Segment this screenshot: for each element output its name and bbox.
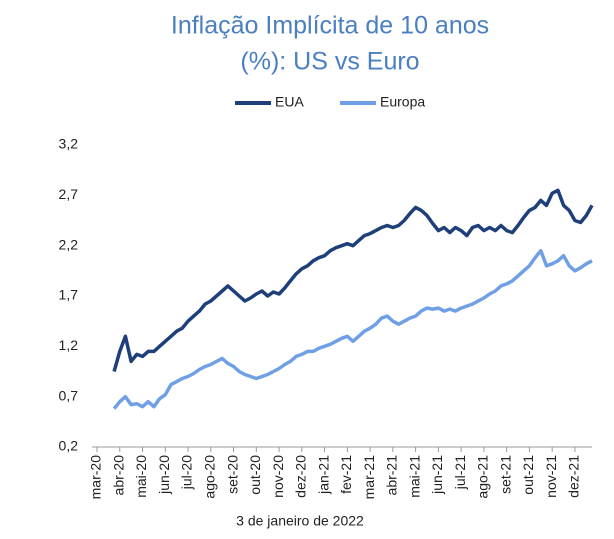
legend-label: EUA (275, 94, 304, 110)
x-tick-label: out-20 (247, 455, 263, 495)
x-tick-label: mai-21 (406, 455, 422, 498)
x-tick-label: mar-20 (88, 455, 104, 500)
x-tick-label: abr-21 (384, 455, 400, 496)
x-tick-label: jun-21 (429, 455, 445, 495)
x-tick-label: nov-20 (270, 455, 286, 498)
x-tick-label: nov-21 (543, 455, 559, 498)
y-tick-label: 0,2 (59, 438, 79, 454)
x-tick-label: dez-21 (566, 455, 582, 498)
y-tick-label: 0,7 (59, 387, 79, 403)
line (112, 248, 593, 410)
y-tick-label: 1,2 (59, 337, 79, 353)
x-tick-label: set-20 (224, 455, 240, 494)
y-tick-label: 2,7 (59, 186, 79, 202)
chart-title: Inflação Implícita de 10 anos (171, 12, 489, 40)
chart-title: (%): US vs Euro (240, 48, 419, 76)
y-tick-label: 3,2 (59, 136, 79, 152)
x-tick-label: ago-21 (475, 455, 491, 499)
x-tick-label: ago-20 (201, 455, 217, 499)
annotation: 3 de janeiro de 2022 (236, 513, 364, 529)
x-tick-label: set-21 (497, 455, 513, 494)
x-tick-label: mai-20 (133, 455, 149, 498)
legend-label: Europa (380, 94, 425, 110)
y-tick-label: 2,2 (59, 236, 79, 252)
y-tick-label: 1,7 (59, 287, 79, 303)
x-tick-label: jul-20 (179, 455, 195, 490)
x-tick-label: mar-21 (361, 455, 377, 500)
line (112, 188, 594, 372)
x-tick-label: jan-21 (315, 455, 331, 495)
x-tick-label: jul-21 (452, 455, 468, 490)
x-tick-label: dez-20 (293, 455, 309, 498)
x-tick-label: jun-20 (156, 455, 172, 495)
x-tick-label: fev-21 (338, 455, 354, 494)
x-tick-label: out-21 (520, 455, 536, 495)
x-tick-label: abr-20 (110, 455, 126, 496)
